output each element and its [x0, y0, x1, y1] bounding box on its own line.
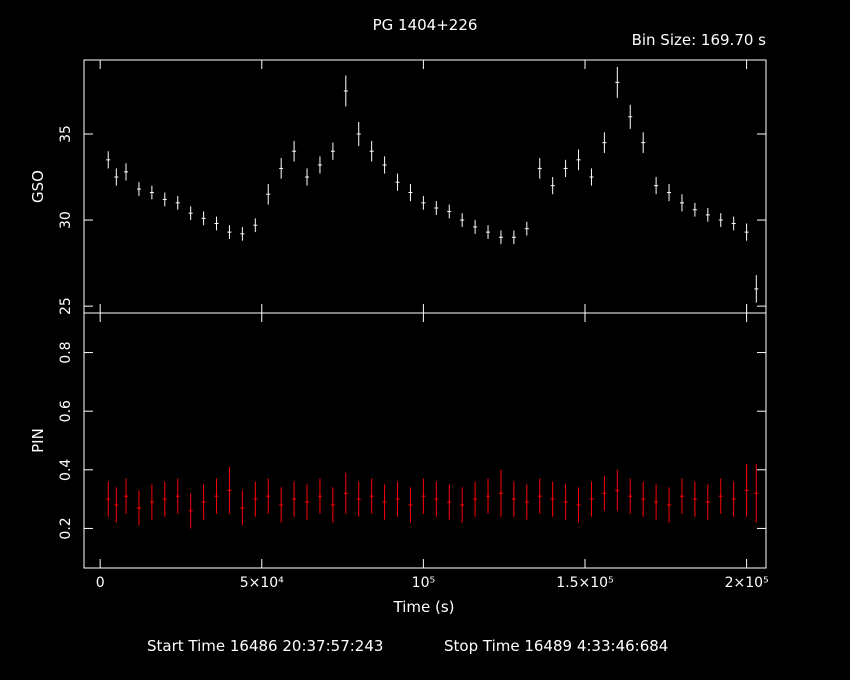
x-tick-label: 10⁵ — [412, 575, 435, 591]
stop-time-label: Stop Time 16489 4:33:46:684 — [444, 637, 668, 655]
gso-y-tick-label: 25 — [58, 297, 74, 315]
gso-frame — [83, 59, 767, 314]
x-tick-label: 5×10⁴ — [240, 575, 284, 591]
x-tick-label: 1.5×10⁵ — [556, 575, 613, 591]
pin-frame — [83, 312, 767, 569]
x-tick-label: 0 — [96, 575, 105, 591]
gso-y-axis-label: GSO — [29, 170, 47, 203]
x-axis-label: Time (s) — [393, 598, 455, 616]
pin-y-tick-label: 0.6 — [58, 400, 74, 422]
bin-size-label: Bin Size: 169.70 s — [632, 31, 767, 49]
x-tick-label: 2×10⁵ — [725, 575, 769, 591]
pin-panel: 0.2 0.4 0.6 0.8 PIN — [29, 312, 767, 569]
pin-y-axis-label: PIN — [29, 428, 47, 453]
gso-y-tick-label: 35 — [58, 125, 74, 143]
pin-y-tick-label: 0.8 — [58, 341, 74, 363]
chart-title: PG 1404+226 — [373, 16, 478, 34]
pin-y-tick-label: 0.4 — [58, 459, 74, 481]
gso-y-tick-label: 30 — [58, 211, 74, 229]
start-time-label: Start Time 16486 20:37:57:243 — [147, 637, 383, 655]
pin-y-tick-label: 0.2 — [58, 517, 74, 539]
gso-panel: 25 30 35 GSO — [29, 59, 767, 315]
x-axis: 0 5×10⁴ 10⁵ 1.5×10⁵ 2×10⁵ — [96, 575, 769, 591]
